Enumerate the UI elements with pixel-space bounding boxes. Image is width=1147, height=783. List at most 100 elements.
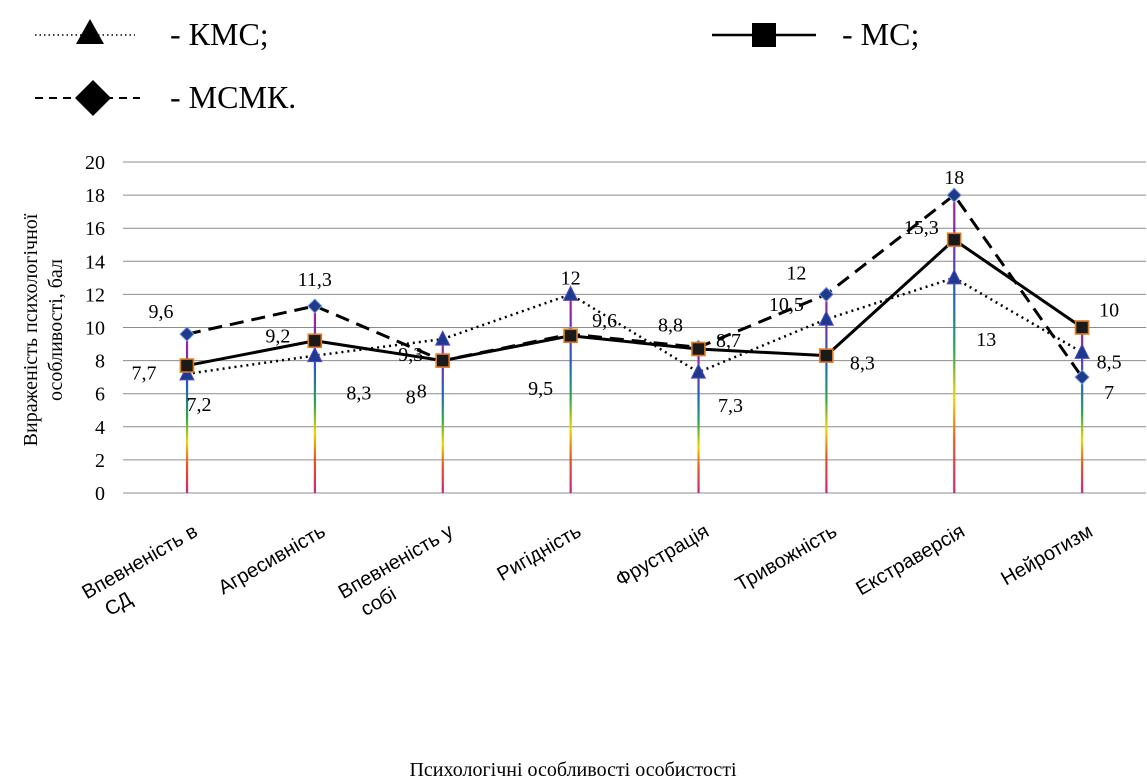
legend-label-kms: - КМС; (170, 16, 269, 52)
data-label: 8,3 (850, 353, 875, 375)
legend-label-msmk: - МСМК. (170, 79, 296, 115)
legend-label-ms: - МС; (842, 16, 919, 52)
data-label: 8,8 (658, 314, 683, 336)
data-label: 12 (561, 267, 581, 289)
data-label: 11,3 (298, 269, 332, 291)
triangle-point (1074, 343, 1090, 359)
x-axis-title: Психологічні особливості особистості (409, 759, 736, 781)
triangle-point (562, 285, 579, 301)
triangle-point (690, 363, 707, 379)
square-point (819, 348, 834, 363)
legend-item-msmk: - МСМК. (35, 79, 296, 116)
y-tick-label: 20 (85, 152, 105, 174)
category-label: Нейротизм (997, 520, 1096, 590)
category-label-line: Екстраверсія (852, 520, 968, 600)
data-label: 9,5 (528, 378, 553, 400)
series-markers (179, 187, 1090, 385)
data-label: 8,7 (716, 330, 741, 352)
data-label: 15,3 (904, 217, 939, 239)
category-label-line: Фрустрація (612, 520, 713, 591)
data-labels: 7,2 8,3 9,3 12 7,3 10,5 13 8,5 7,7 9,2 8 9,5 8,7 8,3 1… (131, 167, 1121, 417)
diamond-point (1074, 369, 1090, 385)
square-point (307, 333, 323, 349)
legend-item-ms: - МС; (712, 16, 919, 52)
data-label: 12 (786, 262, 806, 284)
drop-line (441, 339, 444, 493)
y-tick-label: 16 (85, 218, 105, 240)
data-label: 7,2 (186, 394, 211, 416)
data-label: 9,2 (265, 326, 290, 348)
square-point (691, 341, 706, 357)
y-tick-label: 14 (85, 251, 105, 273)
square-point (563, 328, 578, 344)
category-label-line: Впевненість у (335, 520, 457, 603)
category-label: Впевненість вСД (78, 520, 201, 621)
data-label: 7,3 (718, 395, 743, 417)
category-label: Ригідність (494, 520, 586, 586)
series-line-dashed (186, 193, 1084, 379)
data-label: 9,3 (398, 344, 423, 366)
drop-line (569, 294, 572, 493)
y-tick-label: 8 (95, 351, 105, 373)
triangle-point (946, 268, 962, 285)
triangle-point (307, 346, 323, 363)
drop-lines (185, 195, 1084, 493)
diamond-point (818, 286, 835, 303)
legend-item-kms: - КМС; (35, 16, 269, 52)
category-label-line: Тривожність (732, 520, 841, 596)
data-label: 10,5 (769, 294, 804, 316)
triangle-point (818, 310, 835, 326)
y-tick-label: 4 (95, 417, 105, 439)
drop-line (1081, 327, 1084, 493)
data-label: 7 (1104, 382, 1114, 404)
data-label: 9,6 (592, 310, 617, 332)
square-marker-icon (752, 23, 776, 47)
y-axis-ticks: 0 2 4 6 8 10 12 14 16 18 20 (85, 152, 105, 505)
y-axis-title-line1: Вираженість психологічної (20, 213, 42, 446)
y-tick-label: 6 (95, 384, 105, 406)
category-label-line: Впевненість в (78, 520, 201, 604)
drop-line (185, 334, 189, 493)
y-axis-title-line2: особливості, бал (45, 259, 67, 401)
square-point (435, 353, 450, 368)
y-tick-label: 0 (95, 483, 105, 505)
data-label: 18 (944, 167, 964, 189)
data-label: 8 (406, 387, 416, 409)
data-label: 13 (976, 329, 996, 351)
drop-line (953, 195, 956, 493)
legend: - КМС; - МС; - МСМК. (35, 16, 919, 116)
data-label: 8 (417, 381, 427, 403)
category-label: Екстраверсія (852, 520, 968, 600)
data-label: 7,7 (131, 363, 156, 385)
diamond-point (307, 298, 323, 314)
square-point (1074, 320, 1090, 335)
data-label: 8,3 (346, 383, 371, 405)
data-label: 9,6 (148, 301, 173, 323)
category-label-line: Ригідність (494, 520, 586, 586)
series-line-solid (186, 238, 1083, 368)
category-label-line: Нейротизм (997, 520, 1096, 590)
category-label: Агресивність (215, 520, 330, 599)
drop-line (697, 347, 700, 493)
diamond-point (179, 326, 195, 342)
category-label: Тривожність (732, 520, 841, 596)
series-lines (186, 193, 1084, 379)
diamond-point (946, 187, 962, 203)
square-point (946, 232, 962, 248)
drop-line (313, 305, 317, 493)
y-tick-label: 18 (85, 185, 105, 207)
y-tick-label: 10 (85, 318, 105, 340)
square-point (179, 358, 195, 373)
diamond-marker-icon (75, 80, 111, 116)
drop-line (825, 294, 828, 493)
data-label: 8,5 (1097, 351, 1122, 373)
triangle-marker-icon (76, 19, 104, 44)
category-label-line: Агресивність (215, 520, 330, 599)
gridlines (123, 161, 1146, 494)
y-tick-label: 2 (95, 450, 105, 472)
data-label: 10 (1099, 300, 1119, 322)
series-line-dotted (186, 276, 1083, 376)
